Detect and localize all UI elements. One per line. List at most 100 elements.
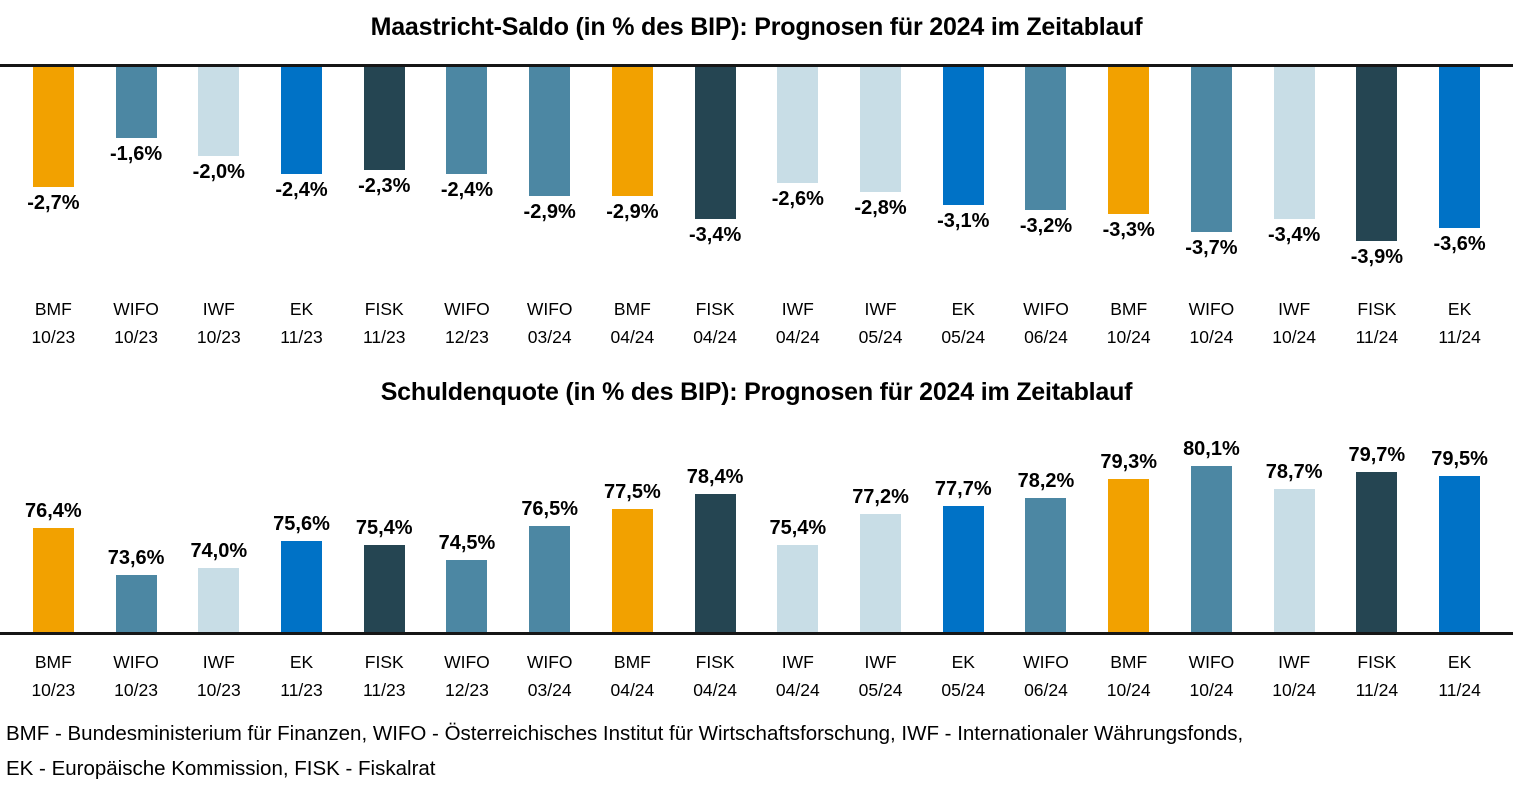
bar-column: 74,5%	[426, 532, 509, 632]
schuldenquote-plot-area: 76,4% 73,6% 74,0% 75,6% 75,4% 74,5% 76,5% 77,5%…	[0, 417, 1513, 635]
category-date: 11/23	[362, 327, 406, 348]
schuldenquote-chart: Schuldenquote (in % des BIP): Prognosen …	[0, 378, 1513, 705]
category-label: EK 11/23	[260, 295, 343, 352]
value-label: 79,5%	[1431, 447, 1488, 470]
category-source: WIFO	[526, 651, 573, 672]
bar-column: -2,4%	[260, 67, 343, 202]
category-source: IWF	[864, 299, 897, 319]
category-source: IWF	[781, 299, 814, 319]
bar-wifo-12-23	[446, 559, 488, 632]
category-date: 10/24	[1272, 680, 1317, 701]
category-date: 10/24	[1189, 327, 1234, 348]
bar-column: 77,5%	[591, 481, 674, 632]
category-date: 05/24	[858, 680, 903, 701]
bar-ek-11-23	[281, 67, 323, 174]
value-label: 77,5%	[604, 480, 661, 503]
category-date: 11/23	[280, 327, 323, 348]
category-date: 10/23	[31, 680, 76, 701]
category-label: FISK 11/23	[343, 648, 426, 705]
bar-wifo-10-23	[115, 574, 157, 632]
category-source: EK	[1447, 651, 1472, 672]
bar-column: 75,4%	[756, 517, 839, 632]
bar-fisk-11-24	[1356, 67, 1398, 241]
bar-column: 79,3%	[1087, 451, 1170, 632]
value-label: -2,6%	[771, 188, 824, 210]
category-date: 10/24	[1106, 327, 1151, 348]
category-label: IWF 10/23	[177, 295, 260, 352]
category-label: IWF 10/23	[177, 648, 260, 705]
category-source: FISK	[695, 299, 735, 319]
category-label: WIFO 12/23	[426, 648, 509, 705]
value-label: -3,9%	[1350, 246, 1403, 268]
category-date: 11/24	[1355, 680, 1399, 701]
bar-iwf-10-23	[198, 67, 240, 156]
category-source: WIFO	[1023, 651, 1069, 672]
value-label: 79,3%	[1100, 450, 1158, 473]
bar-fisk-11-24	[1356, 471, 1398, 632]
value-label: 78,2%	[1017, 469, 1075, 492]
category-source: WIFO	[444, 651, 490, 672]
bar-bmf-10-23	[32, 527, 74, 632]
category-source: WIFO	[1188, 651, 1235, 672]
value-label: -1,6%	[109, 143, 163, 165]
chart-title-schuldenquote: Schuldenquote (in % des BIP): Prognosen …	[380, 377, 1133, 406]
category-label: BMF 10/24	[1087, 295, 1170, 352]
bar-column: -3,9%	[1336, 67, 1419, 269]
category-date: 10/23	[196, 680, 241, 701]
category-label: WIFO 10/24	[1170, 295, 1253, 352]
value-label: 76,5%	[521, 497, 579, 520]
category-label: EK 05/24	[922, 648, 1005, 705]
bar-column: -2,4%	[426, 67, 509, 202]
category-source: IWF	[202, 651, 235, 672]
category-date: 12/23	[445, 680, 489, 701]
value-label: -2,9%	[606, 201, 659, 223]
bar-fisk-11-23	[363, 67, 405, 170]
bar-wifo-06-24	[1025, 67, 1067, 210]
bar-column: 79,7%	[1336, 444, 1419, 632]
category-date: 04/24	[610, 680, 655, 701]
value-label: 76,4%	[25, 499, 82, 522]
category-label: IWF 04/24	[756, 295, 839, 352]
bar-column: 74,0%	[177, 540, 260, 632]
category-label: BMF 04/24	[591, 295, 674, 352]
category-date: 04/24	[693, 680, 737, 701]
category-source: EK	[1447, 299, 1472, 319]
bar-column: 76,4%	[12, 500, 95, 632]
category-date: 10/24	[1272, 327, 1317, 348]
bar-column: -3,6%	[1418, 67, 1501, 256]
category-label: BMF 10/24	[1087, 648, 1170, 705]
category-date: 10/23	[196, 327, 241, 348]
category-source: IWF	[1278, 299, 1311, 319]
category-source: FISK	[1357, 299, 1397, 319]
bar-iwf-10-24	[1273, 67, 1315, 219]
category-source: BMF	[1110, 299, 1148, 319]
category-label: WIFO 03/24	[508, 295, 591, 352]
category-date: 05/24	[858, 327, 903, 348]
schuldenquote-category-axis: BMF 10/23 WIFO 10/23 IWF 10/23 EK 11/23 FISK 11/2…	[0, 648, 1513, 705]
category-date: 06/24	[1024, 327, 1068, 348]
value-label: 74,0%	[190, 539, 248, 562]
bar-column: -1,6%	[95, 67, 178, 166]
category-label: BMF 10/23	[12, 648, 95, 705]
bar-column: 80,1%	[1170, 438, 1253, 632]
category-date: 10/24	[1106, 680, 1151, 701]
category-source: FISK	[1357, 651, 1397, 672]
bar-iwf-04-24	[777, 67, 819, 183]
bar-column: 79,5%	[1418, 448, 1501, 632]
bar-iwf-05-24	[860, 513, 902, 632]
category-source: BMF	[613, 651, 651, 672]
maastricht-saldo-category-axis: BMF 10/23 WIFO 10/23 IWF 10/23 EK 11/23 FISK 11/2…	[0, 295, 1513, 352]
value-label: 75,6%	[273, 512, 330, 535]
category-label: EK 11/23	[260, 648, 343, 705]
bar-bmf-04-24	[611, 67, 653, 196]
maastricht-saldo-chart: Maastricht-Saldo (in % des BIP): Prognos…	[0, 0, 1513, 352]
category-date: 11/23	[362, 680, 406, 701]
bar-column: 78,2%	[1005, 470, 1088, 632]
value-label: -3,1%	[937, 210, 990, 232]
bar-bmf-10-23	[32, 67, 74, 187]
category-date: 05/24	[941, 680, 986, 701]
category-date: 12/23	[445, 327, 489, 348]
category-date: 03/24	[527, 680, 572, 701]
category-date: 10/23	[31, 327, 76, 348]
category-date: 10/23	[114, 680, 158, 701]
